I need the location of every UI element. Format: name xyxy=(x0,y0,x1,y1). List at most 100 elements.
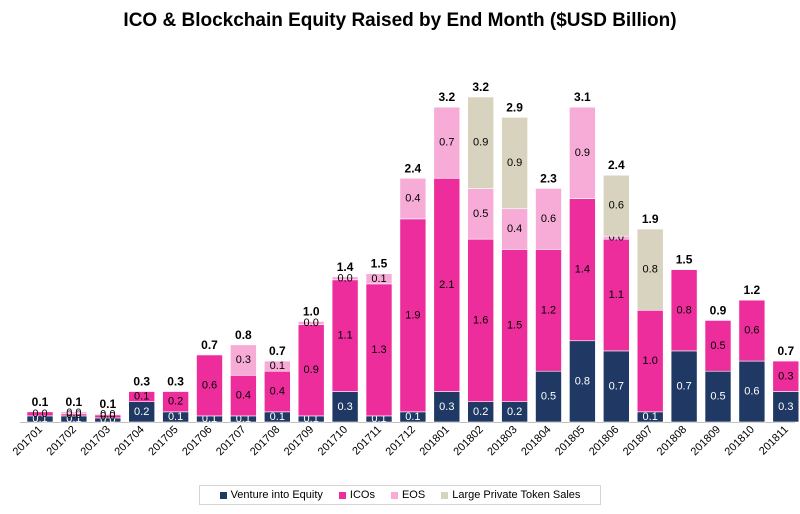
total-label-201807: 1.9 xyxy=(642,212,659,226)
legend-swatch-venture xyxy=(219,491,227,499)
total-label-201803: 2.9 xyxy=(506,100,523,114)
total-label-201802: 3.2 xyxy=(472,80,489,94)
x-tick-label-201804: 201804 xyxy=(519,424,553,458)
bar-segment-icos-201711 xyxy=(365,283,393,417)
segment-label-0-201710: 0.3 xyxy=(337,401,352,413)
bar-segment-venture-into-equity-201811 xyxy=(772,391,800,423)
x-tick-label-201805: 201805 xyxy=(553,424,587,458)
bar-segment-large-private-token-sales-201802 xyxy=(467,96,495,189)
bar-segment-icos-201705 xyxy=(162,391,189,413)
segment-label-1-201810: 0.6 xyxy=(744,325,759,337)
bar-segment-eos-201708 xyxy=(263,360,291,372)
bar-segment-venture-into-equity-201810 xyxy=(738,360,766,423)
x-tick-label-201809: 201809 xyxy=(689,424,723,458)
total-label-201710: 1.4 xyxy=(337,260,354,274)
segment-label-0-201804: 0.5 xyxy=(541,391,556,403)
legend-swatch-icos xyxy=(338,491,346,499)
bar-segment-icos-201801 xyxy=(433,177,461,392)
bar-segment-icos-201806 xyxy=(602,238,630,352)
segment-label-1-201808: 0.8 xyxy=(676,304,691,316)
total-label-201806: 2.4 xyxy=(608,158,625,172)
segment-label-2-201703: 0.0 xyxy=(100,408,115,420)
total-label-201705: 0.3 xyxy=(167,375,184,389)
segment-label-1-201709: 0.9 xyxy=(304,364,319,376)
x-tick-label-201702: 201702 xyxy=(45,424,79,458)
bar-segment-icos-201707 xyxy=(230,374,257,417)
segment-label-1-201708: 0.4 xyxy=(270,386,285,398)
legend-label-eos: EOS xyxy=(401,489,426,501)
bar-segment-icos-201710 xyxy=(331,279,359,392)
segment-label-2-201707: 0.3 xyxy=(236,354,251,366)
x-tick-label-201811: 201811 xyxy=(757,424,791,458)
segment-label-1-201802: 1.6 xyxy=(473,314,488,326)
bar-segment-eos-201804 xyxy=(535,188,562,250)
bar-segment-large-private-token-sales-201806 xyxy=(602,174,630,237)
segment-label-0-201802: 0.2 xyxy=(473,406,488,418)
bar-segment-icos-201804 xyxy=(535,249,562,372)
bar-segment-eos-201801 xyxy=(433,106,461,179)
segment-label-3-201807: 0.8 xyxy=(643,264,658,276)
segment-label-2-201804: 0.6 xyxy=(541,213,556,225)
total-label-201711: 1.5 xyxy=(371,257,388,271)
x-tick-label-201712: 201712 xyxy=(384,424,418,458)
chart-title: ICO & Blockchain Equity Raised by End Mo… xyxy=(123,10,677,31)
x-tick-label-201707: 201707 xyxy=(214,424,248,458)
bar-segment-icos-201803 xyxy=(501,249,528,402)
total-label-201811: 0.7 xyxy=(777,344,794,358)
segment-label-3-201802: 0.9 xyxy=(473,137,488,149)
segment-label-1-201706: 0.6 xyxy=(202,379,217,391)
legend-swatch-eos xyxy=(390,491,398,499)
total-label-201702: 0.1 xyxy=(66,395,83,409)
total-label-201808: 1.5 xyxy=(676,253,693,267)
total-label-201801: 3.2 xyxy=(438,90,455,104)
bar-segment-eos-201709 xyxy=(297,321,325,325)
x-tick-label-201704: 201704 xyxy=(112,424,146,458)
bar-segment-eos-201803 xyxy=(501,208,528,250)
total-label-201810: 1.2 xyxy=(744,283,761,297)
segment-label-1-201705: 0.2 xyxy=(168,396,183,408)
x-tick-label-201709: 201709 xyxy=(282,424,316,458)
bar-segment-venture-into-equity-201809 xyxy=(704,370,732,423)
bar-segment-icos-201704 xyxy=(128,391,155,402)
segment-label-2-201801: 0.7 xyxy=(439,137,454,149)
x-tick-label-201701: 201701 xyxy=(11,424,45,458)
total-label-201706: 0.7 xyxy=(201,338,218,352)
bar-segment-icos-201807 xyxy=(636,309,664,413)
bar-segment-eos-201707 xyxy=(230,344,257,376)
segment-label-1-201809: 0.5 xyxy=(710,340,725,352)
segment-label-2-201709: 0.0 xyxy=(304,317,319,329)
bar-segment-icos-201709 xyxy=(297,324,325,417)
segment-label-1-201804: 1.2 xyxy=(541,304,556,316)
bar-segment-venture-into-equity-201805 xyxy=(569,340,596,423)
legend-item-large-private: Large Private Token Sales xyxy=(441,489,580,501)
x-tick-label-201803: 201803 xyxy=(485,424,519,458)
bar-segment-eos-201703 xyxy=(94,413,122,416)
bar-segment-eos-201710 xyxy=(331,276,359,281)
legend-item-icos: ICOs xyxy=(338,489,375,501)
bar-segment-icos-201701 xyxy=(26,411,54,417)
legend-label-venture: Venture into Equity xyxy=(230,489,323,501)
total-label-201712: 2.4 xyxy=(405,161,422,175)
bar-segment-venture-into-equity-201801 xyxy=(433,391,461,423)
x-tick-label-201708: 201708 xyxy=(248,424,282,458)
bar-segment-icos-201808 xyxy=(670,269,698,352)
total-label-201804: 2.3 xyxy=(540,171,557,185)
segment-label-0-201806: 0.7 xyxy=(609,380,624,392)
legend-label-icos: ICOs xyxy=(349,489,375,501)
segment-label-2-201712: 0.4 xyxy=(405,193,420,205)
bar-segment-icos-201708 xyxy=(263,370,291,413)
bar-segment-eos-201712 xyxy=(399,177,427,220)
segment-label-0-201803: 0.2 xyxy=(507,406,522,418)
segment-label-2-201803: 0.4 xyxy=(507,223,522,235)
bar-segment-icos-201712 xyxy=(399,218,427,413)
segment-label-2-201805: 0.9 xyxy=(575,147,590,159)
segment-label-1-201801: 2.1 xyxy=(439,279,454,291)
total-label-201709: 1.0 xyxy=(303,304,320,318)
segment-label-1-201704: 0.1 xyxy=(134,391,149,403)
segment-label-1-201803: 1.5 xyxy=(507,320,522,332)
x-tick-label-201801: 201801 xyxy=(417,424,451,458)
segment-label-1-201712: 1.9 xyxy=(405,309,420,321)
segment-label-2-201708: 0.1 xyxy=(270,360,285,372)
segment-label-1-201710: 1.1 xyxy=(337,330,352,342)
